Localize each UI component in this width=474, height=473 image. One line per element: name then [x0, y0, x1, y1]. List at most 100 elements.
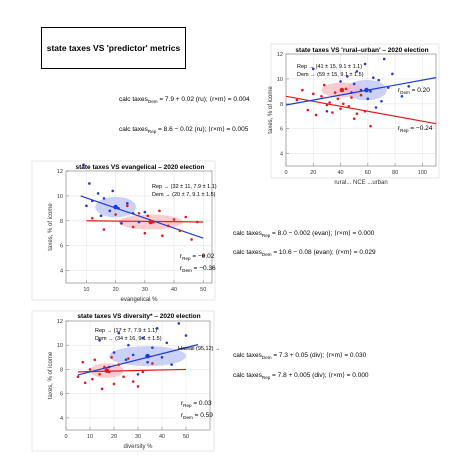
chart3-dem-point	[107, 365, 111, 369]
chart1-dem-point	[374, 106, 378, 109]
chart1-rep-point	[339, 107, 342, 111]
chart2-dem-point	[120, 221, 123, 225]
chart2-dem-point	[90, 199, 94, 203]
chart1-dem-point	[366, 97, 370, 101]
chart1-rep-point	[322, 83, 326, 87]
chart3-y-tick-label: 12	[57, 319, 63, 325]
chart3-rep-point	[127, 357, 130, 360]
chart1-dem-point	[400, 95, 404, 98]
chart2-rep-point	[146, 214, 150, 218]
chart2-r-rep-label: rRep = −0.02	[180, 253, 215, 261]
chart2-rep-point	[126, 204, 129, 208]
chart1-dem-point	[339, 80, 342, 83]
chart2-y-tick-label: 8	[60, 219, 63, 225]
chart2-rep-point	[201, 254, 205, 257]
chart3-y-tick-label: 6	[60, 392, 63, 398]
chart1-dem-mean-marker	[364, 87, 369, 93]
chart1-y-tick-label: 4	[280, 152, 283, 158]
chart3-rep-point	[76, 375, 80, 379]
chart3-dem-point	[184, 334, 188, 337]
chart3-rep-point	[141, 370, 145, 374]
chart1-rep-point	[347, 104, 351, 108]
chart1-title: state taxes VS 'rural–urban' – 2020 elec…	[295, 47, 428, 54]
chart3-x-axis-label: diversity %	[123, 444, 153, 450]
chart2-y-axis-label: taxes, % of icome	[48, 203, 54, 251]
chart1-x-tick-label: 60	[365, 170, 371, 176]
chart1-dem-point	[369, 90, 372, 93]
chart1-rep-point	[336, 97, 340, 101]
chart2-x-axis-label: evangelical %	[120, 297, 158, 303]
chart1-rep-point	[355, 112, 359, 116]
chart2-dem-point	[143, 210, 147, 214]
chart2-legend-entry: Dem → (20 ± 7, 9.1 ± 1.5)	[152, 192, 216, 198]
chart2-dem-point	[108, 209, 112, 213]
chart3-rep-point	[83, 381, 87, 385]
page-title: state taxes VS 'predictor' metrics	[41, 27, 186, 69]
chart3-equation: calc taxesRep = 7.8 + 0.005 (div); ⟨r×m⟩…	[233, 371, 369, 380]
chart2-rep-point	[152, 220, 155, 224]
chart3-y-axis-label: taxes, % of icome	[48, 351, 54, 399]
chart2-x-tick-label: 20	[113, 287, 119, 293]
chart2-dem-mean-marker	[113, 204, 118, 210]
chart3-dem-point	[155, 326, 159, 330]
chart1-rep-point	[320, 95, 323, 98]
chart1-x-axis-label: rural... NCE ...urban	[334, 180, 387, 186]
chart3-dem-point	[177, 322, 181, 325]
chart3-title: state taxes VS diversity* – 2020 electio…	[77, 313, 200, 320]
chart3-dem-mean-marker	[145, 353, 150, 359]
chart1-x-tick-label: 0	[284, 170, 287, 176]
chart3-dem-point	[127, 343, 130, 347]
chart2-rep-point	[178, 229, 182, 233]
chart3-rep-point	[91, 377, 94, 381]
chart2-dem-point	[82, 163, 85, 167]
chart2-rep-point	[90, 216, 94, 220]
chart2-rep-point	[172, 218, 176, 221]
chart1-x-tick-label: 80	[392, 170, 398, 176]
chart1-plot-frame	[285, 53, 437, 167]
chart1-dem-point	[386, 86, 390, 89]
chart2-dem-point	[102, 197, 106, 200]
chart1-y-axis-label: taxes, % of icome	[268, 86, 274, 134]
chart1-x-tick-label: 100	[418, 170, 427, 176]
chart3-rep-point	[93, 358, 97, 362]
chart1-dem-point	[377, 78, 381, 82]
chart3-dem-point	[170, 363, 173, 366]
chart2-equation: calc taxesDem = 10.6 − 0.08 (evan); ⟨r×m…	[233, 248, 376, 257]
chart2-dem-point	[117, 207, 120, 210]
chart2-rep-point	[137, 212, 141, 215]
chart3-rep-point	[98, 372, 101, 376]
chart2-legend-entry: Rep → (32 ± 11, 7.9 ± 1.1)	[152, 184, 217, 190]
chart2-dem-point	[137, 220, 141, 224]
chart3-rep-point	[110, 356, 113, 359]
chart3-panel-frame	[31, 310, 215, 452]
chart2-dem-point	[111, 189, 115, 193]
chart3-dem-fit-line	[77, 344, 199, 376]
chart1-rep-point	[311, 92, 315, 96]
chart3-rep-point	[151, 362, 154, 365]
chart3-dem-point	[160, 356, 164, 359]
chart1-rep-point	[301, 88, 304, 92]
chart1-rep-point	[359, 93, 363, 97]
chart3-dem-point	[112, 351, 116, 354]
chart1-rep-point	[333, 91, 337, 94]
chart3-x-tick-label: 50	[183, 434, 189, 440]
chart3-rep-point	[103, 365, 106, 369]
chart3-dem-point	[131, 353, 135, 357]
chart3-dem-point	[151, 346, 154, 349]
chart2-x-tick-label: 50	[200, 287, 206, 293]
chart1-r-dem-label: rDem = 0.20	[398, 87, 430, 95]
chart3-rep-point	[131, 380, 135, 383]
chart2-panel-frame	[31, 160, 216, 301]
chart3-rep-point	[122, 375, 125, 379]
chart3-legend-entry: Dem → (34 ± 16, 9.1 ± 1.5)	[95, 336, 162, 342]
chart3-x-tick-label: 30	[135, 434, 141, 440]
chart3-rep-mean-marker	[104, 368, 110, 373]
chart2-x-tick-label: 10	[83, 287, 89, 293]
chart2-y-tick-label: 4	[60, 269, 63, 275]
chart1-rep-point	[295, 98, 299, 102]
chart3-legend-entry: Rep → (17 ± 7, 7.9 ± 1.1)	[95, 328, 157, 334]
chart1-equation: calc taxesDem = 7.9 + 0.02 (ru); ⟨r×m⟩ =…	[119, 95, 250, 104]
chart2-dem-fit-line	[80, 195, 204, 239]
chart1-dem-point	[363, 62, 367, 66]
